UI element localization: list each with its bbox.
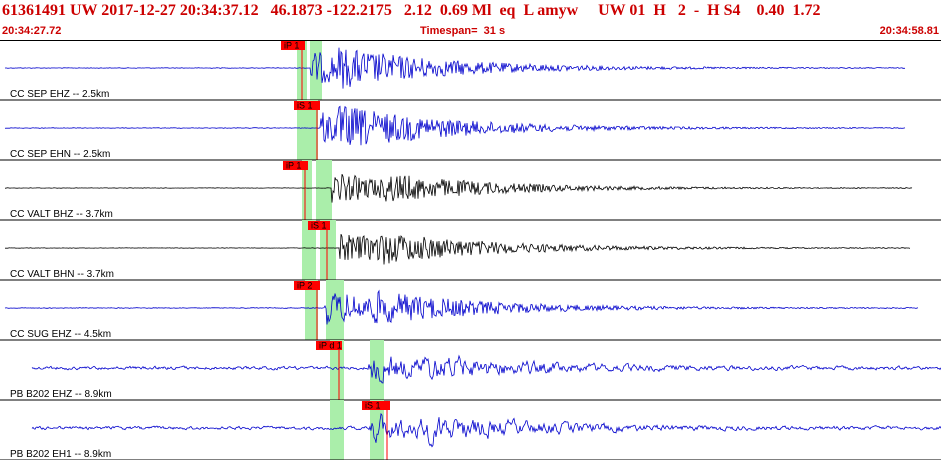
phase-flag[interactable]: iS 1 — [294, 101, 320, 111]
phase-label: iS 1 — [311, 221, 327, 231]
pick-window-band — [302, 160, 312, 220]
pick-window-band — [310, 40, 322, 100]
channel-row[interactable]: iS 1 CC SEP EHN -- 2.5km — [0, 100, 941, 161]
phase-label: iP 1 — [284, 41, 299, 51]
waveform-trace — [31, 354, 941, 384]
start-time: 20:34:27.72 — [2, 25, 62, 37]
channel-row[interactable]: iS 1 PB B202 EH1 -- 8.9km — [0, 400, 941, 460]
channel-row[interactable]: iP 2 CC SUG EHZ -- 4.5km — [0, 280, 941, 341]
end-time: 20:34:58.81 — [879, 25, 939, 37]
phase-label: iS 1 — [297, 101, 313, 111]
phase-flag[interactable]: iP 1 — [281, 41, 305, 51]
waveform-trace — [4, 47, 906, 89]
phase-label: iP 2 — [297, 281, 312, 291]
waveform-trace — [5, 174, 913, 203]
phase-flag[interactable]: iP d 1 — [316, 341, 342, 351]
seismogram-panel[interactable]: iP 1 CC SEP EHZ -- 2.5km iS 1 CC SEP EHN --… — [0, 40, 941, 460]
phase-flag[interactable]: iP 2 — [294, 281, 320, 291]
pick-window-band — [330, 340, 344, 400]
phase-label: iP 1 — [286, 161, 301, 171]
pick-window-band — [326, 280, 344, 340]
pick-window-band — [316, 160, 332, 220]
phase-flag[interactable]: iS 1 — [308, 221, 330, 231]
waveform-trace — [4, 289, 919, 325]
phase-label: iS 1 — [365, 401, 381, 411]
channel-label: CC VALT BHN -- 3.7km — [10, 269, 114, 280]
phase-flag-box — [316, 341, 342, 350]
timespan-label: Timespan= 31 s — [420, 25, 506, 37]
header-bar: 61361491 UW 2017-12-27 20:34:37.12 46.18… — [0, 0, 941, 40]
phase-flag[interactable]: iS 1 — [362, 401, 390, 411]
pick-window-band — [305, 280, 318, 340]
channel-label: CC SUG EHZ -- 4.5km — [10, 329, 111, 340]
channel-label: CC SEP EHZ -- 2.5km — [10, 89, 109, 100]
channel-row[interactable]: iP d 1 PB B202 EHZ -- 8.9km — [0, 340, 941, 401]
phase-flag-box — [362, 401, 390, 410]
channel-label: PB B202 EH1 -- 8.9km — [10, 449, 111, 460]
channel-label: CC VALT BHZ -- 3.7km — [10, 209, 113, 220]
channel-row[interactable]: iS 1 CC VALT BHN -- 3.7km — [0, 220, 941, 281]
pick-window-band — [297, 100, 318, 160]
waveform-trace — [4, 105, 906, 146]
pick-window-band — [320, 220, 336, 280]
pick-window-band — [302, 220, 316, 280]
phase-flag-box — [283, 161, 308, 170]
channel-label: PB B202 EHZ -- 8.9km — [10, 389, 112, 400]
phase-flag-box — [294, 101, 320, 110]
waveform-trace — [4, 234, 911, 265]
phase-label: iP d 1 — [319, 341, 342, 351]
phase-flag-box — [308, 221, 330, 230]
phase-flag-box — [294, 281, 320, 290]
phase-flag-box — [281, 41, 305, 50]
phase-flag[interactable]: iP 1 — [283, 161, 308, 171]
waveform-trace — [31, 412, 941, 448]
channel-row[interactable]: iP 1 CC SEP EHZ -- 2.5km — [0, 40, 941, 101]
event-title: 61361491 UW 2017-12-27 20:34:37.12 46.18… — [2, 2, 821, 19]
pick-window-band — [330, 400, 344, 460]
channel-row[interactable]: iP 1 CC VALT BHZ -- 3.7km — [0, 160, 941, 221]
channel-label: CC SEP EHN -- 2.5km — [10, 149, 110, 160]
